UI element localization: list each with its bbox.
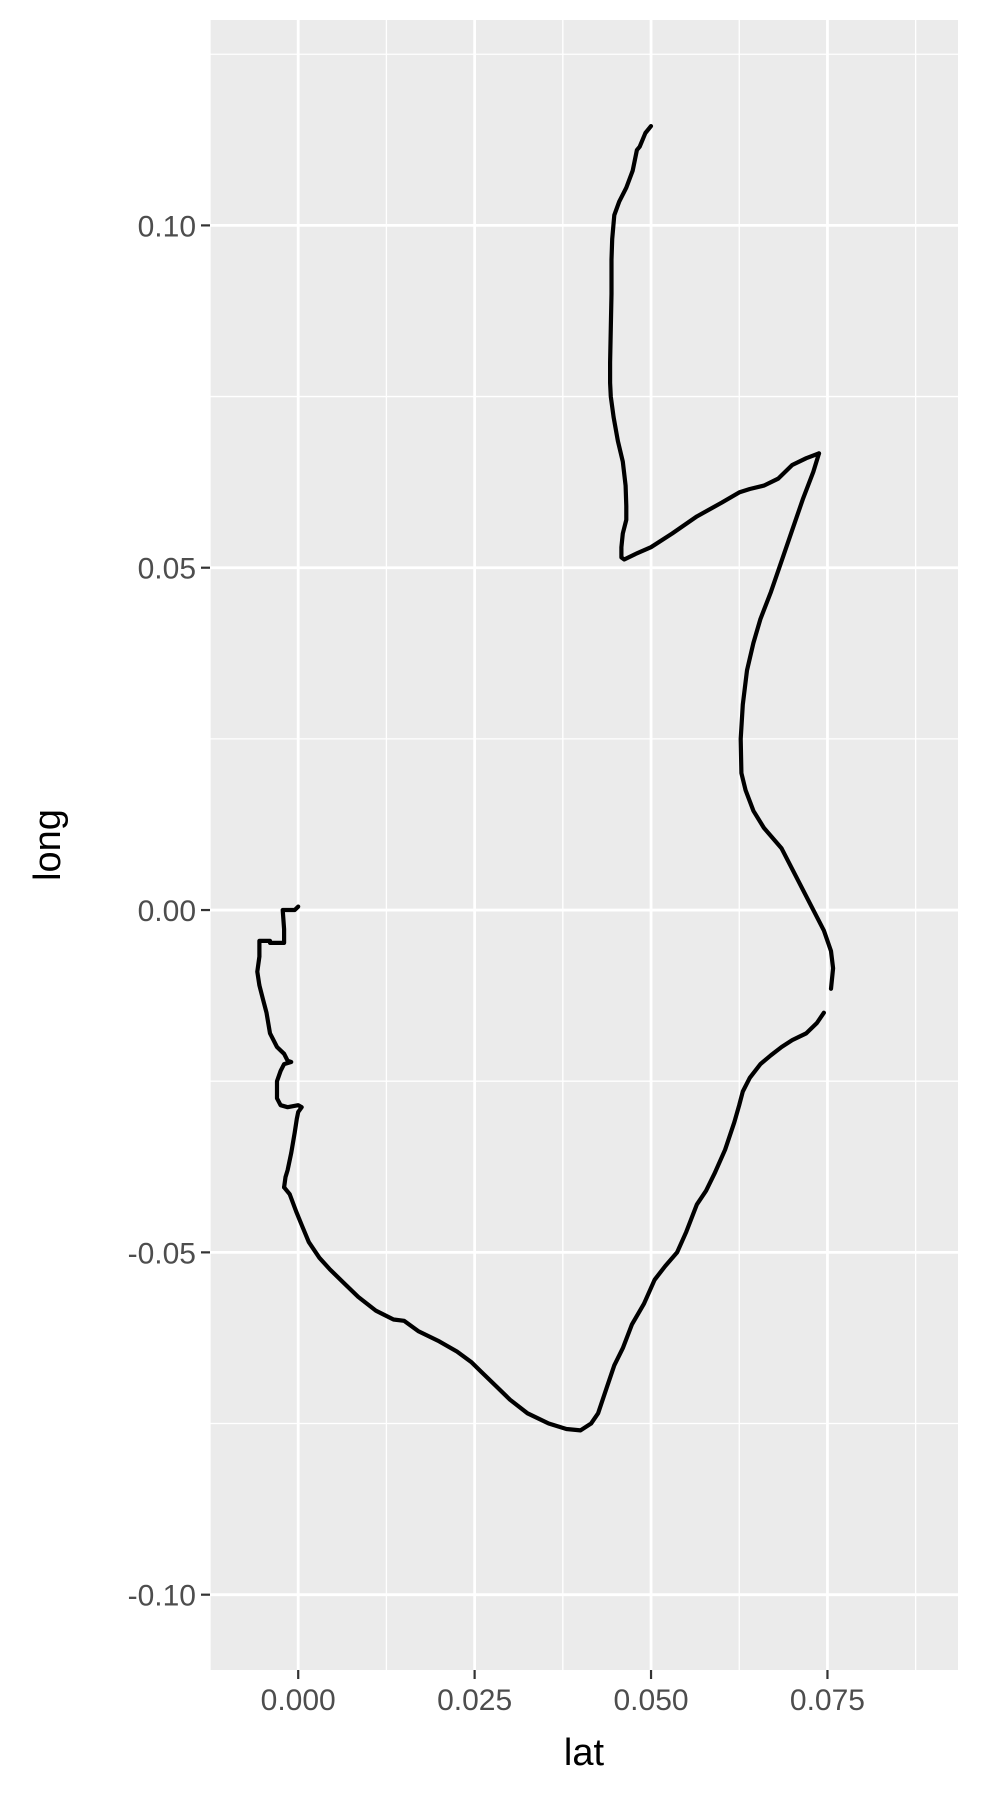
- plot-panel: [210, 20, 958, 1670]
- y-tick-label: -0.10: [128, 1580, 196, 1613]
- x-tick-label: 0.050: [613, 1684, 688, 1717]
- x-axis-title: lat: [564, 1732, 605, 1774]
- series-line-2: [738, 451, 836, 991]
- x-tick-label: 0.025: [437, 1684, 512, 1717]
- series-layer: [255, 123, 836, 1433]
- y-tick-label: -0.05: [128, 1237, 196, 1270]
- x-tick-label: 0.000: [261, 1684, 336, 1717]
- y-axis: -0.10 -0.05 0.00 0.05 0.10: [128, 210, 210, 1613]
- y-tick-label: 0.05: [138, 553, 196, 586]
- series-line-4: [255, 904, 304, 1190]
- major-gridlines: [210, 20, 958, 1670]
- minor-gridlines: [209, 20, 958, 1670]
- series-line-1: [607, 123, 822, 562]
- y-axis-title: long: [27, 809, 69, 881]
- y-tick-label: 0.00: [138, 895, 196, 928]
- series-line-3: [282, 1010, 827, 1433]
- x-axis: 0.000 0.025 0.050 0.075: [261, 1670, 865, 1717]
- x-tick-label: 0.075: [790, 1684, 865, 1717]
- y-tick-label: 0.10: [138, 210, 196, 243]
